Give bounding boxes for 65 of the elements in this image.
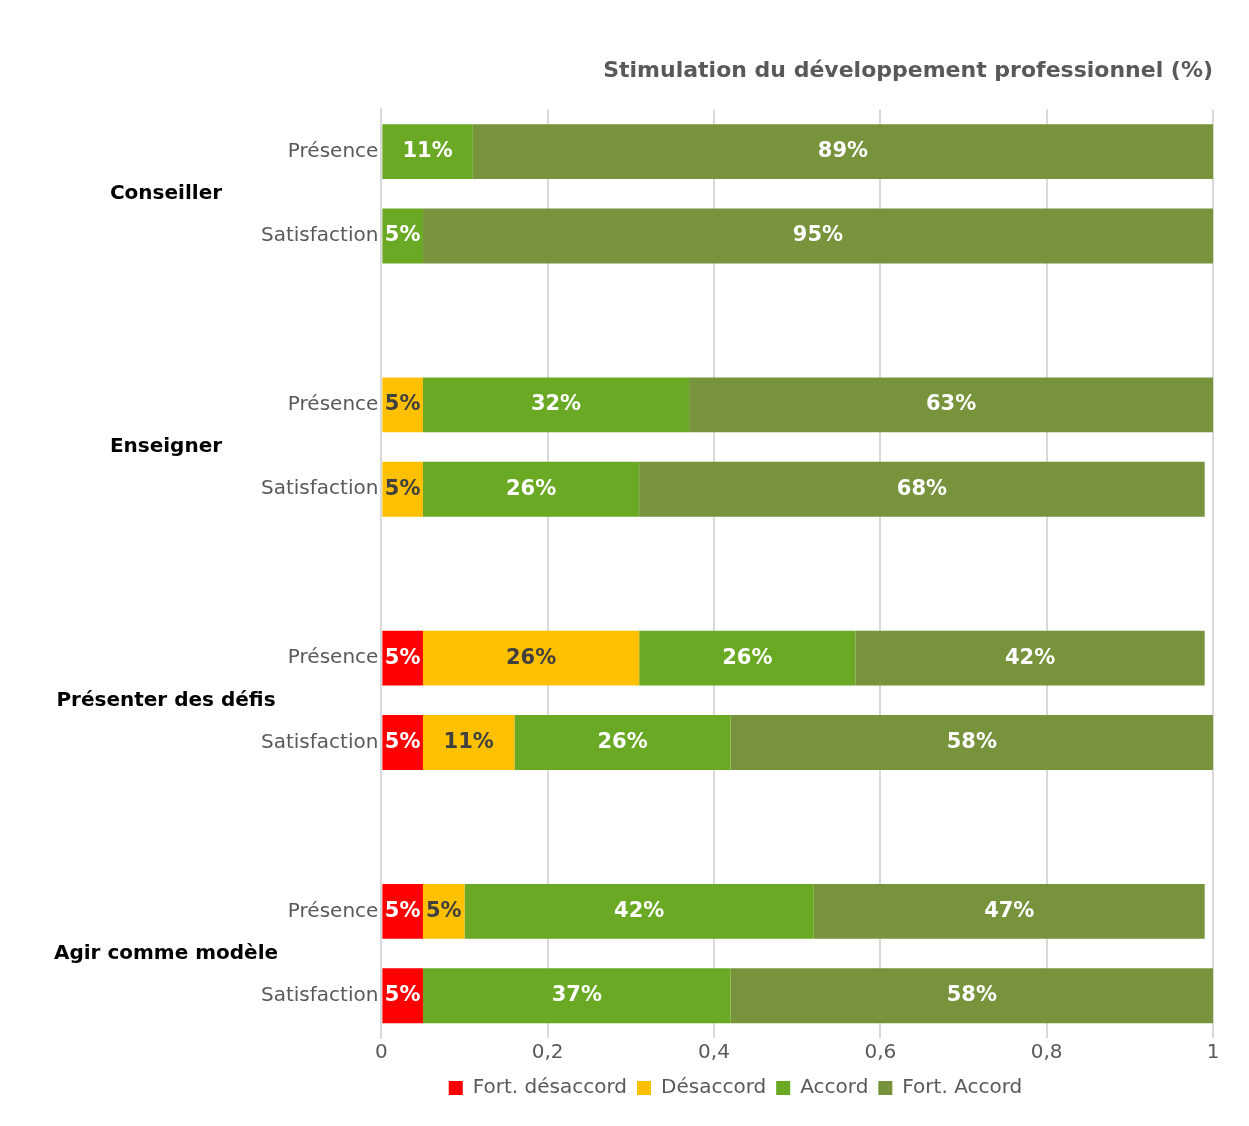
legend-label: Accord	[800, 1074, 869, 1099]
data-label: 5%	[384, 475, 421, 500]
bar	[472, 124, 1213, 180]
bar	[382, 124, 473, 180]
data-label: 37%	[551, 982, 602, 1007]
bar	[639, 461, 1205, 517]
bar	[639, 630, 856, 686]
data-label: 11%	[402, 138, 453, 163]
data-label: 89%	[817, 138, 869, 163]
x-tick-label: 0,6	[864, 1039, 897, 1064]
bar	[422, 461, 640, 517]
bar	[422, 377, 690, 433]
data-label: 26%	[505, 644, 557, 669]
data-label: 42%	[614, 897, 665, 922]
x-tick-label: 1	[1206, 1039, 1220, 1064]
y-tick-label: Satisfaction	[261, 728, 379, 753]
y-tick-label: Satisfaction	[261, 222, 379, 247]
bar	[422, 968, 731, 1024]
chart-title: Stimulation du développement professionnel (%)	[603, 56, 1213, 82]
x-tick-label: 0,8	[1030, 1039, 1063, 1064]
y-tick-label: Présence	[287, 644, 379, 669]
bar	[730, 715, 1213, 770]
data-label: 5%	[384, 391, 421, 416]
data-label: 5%	[384, 222, 421, 247]
bar	[422, 208, 1213, 264]
text: Conseiller	[109, 180, 223, 205]
data-label: 5%	[384, 728, 421, 753]
legend-label: Désaccord	[661, 1074, 767, 1099]
text: Agir comme modèle	[53, 939, 279, 964]
data-label: 5%	[384, 897, 421, 922]
y-tick-label: Satisfaction	[261, 475, 379, 500]
data-label: 26%	[722, 644, 773, 669]
y-tick-label: Présence	[287, 897, 379, 922]
data-label: 68%	[896, 475, 948, 500]
data-label: 32%	[530, 391, 582, 416]
text: Présenter des défis	[56, 686, 276, 711]
data-label: 47%	[984, 897, 1035, 922]
y-tick-label: Satisfaction	[261, 981, 379, 1006]
data-label: 58%	[946, 982, 997, 1007]
data-label: 58%	[946, 728, 997, 753]
bar	[855, 630, 1205, 686]
text: Enseigner	[109, 433, 223, 458]
data-label: 26%	[597, 728, 648, 753]
x-tick-label: 0,4	[698, 1039, 730, 1064]
bar	[813, 883, 1205, 939]
data-label: 26%	[505, 475, 557, 500]
legend-label: Fort. désaccord	[472, 1074, 628, 1099]
data-label: 5%	[384, 982, 421, 1007]
bar	[730, 968, 1213, 1024]
bar	[689, 377, 1213, 433]
bar	[422, 630, 640, 686]
legend-label: Fort. Accord	[902, 1074, 1023, 1099]
data-label: 63%	[925, 391, 977, 416]
data-label: 95%	[792, 222, 844, 247]
x-tick-label: 0	[375, 1039, 388, 1064]
bar	[464, 883, 814, 939]
data-label: 42%	[1004, 644, 1056, 669]
x-tick-label: 0,2	[531, 1039, 564, 1064]
y-tick-label: Présence	[287, 137, 379, 162]
y-tick-label: Présence	[287, 391, 379, 416]
bar	[514, 715, 731, 770]
data-label: 5%	[425, 897, 462, 922]
bar	[422, 715, 515, 770]
data-label: 5%	[384, 644, 421, 669]
data-label: 11%	[443, 728, 494, 753]
